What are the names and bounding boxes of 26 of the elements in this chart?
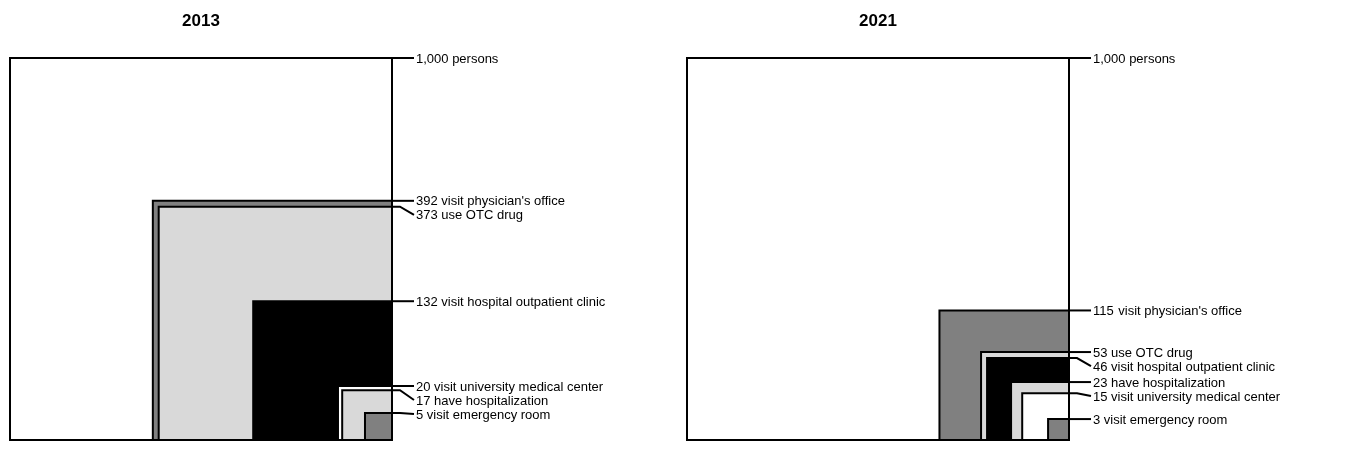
category-label: visit emergency room: [1103, 411, 1228, 427]
data-label: 5: [416, 406, 424, 422]
data-label: 115: [1093, 303, 1114, 319]
data-label: 23: [1093, 374, 1108, 390]
data-label: 53: [1093, 344, 1108, 360]
data-label: 46: [1093, 358, 1108, 374]
category-label: use OTC drug: [441, 207, 523, 223]
category-label: persons: [452, 50, 499, 66]
data-label: 1,000: [416, 50, 449, 66]
text: 2013: [182, 11, 220, 30]
data-label: 20: [416, 378, 431, 394]
data-label: 17: [416, 392, 431, 408]
data-label: 3: [1093, 411, 1101, 427]
data-label: 15: [1093, 388, 1108, 404]
data-label: 373: [416, 207, 438, 223]
data-label: 392: [416, 193, 438, 209]
category-label: visit hospital outpatient clinic: [441, 293, 606, 309]
category-label: visit physician's office: [441, 193, 565, 209]
category-label: visit university medical center: [434, 378, 604, 394]
category-label: visit physician's office: [1118, 303, 1242, 319]
data-label: 1,000: [1093, 50, 1126, 66]
data-label: 132: [416, 293, 438, 309]
category-label: persons: [1129, 50, 1176, 66]
text: 2021: [859, 11, 897, 30]
category-label: have hospitalization: [1111, 374, 1226, 390]
category-label: use OTC drug: [1111, 344, 1193, 360]
